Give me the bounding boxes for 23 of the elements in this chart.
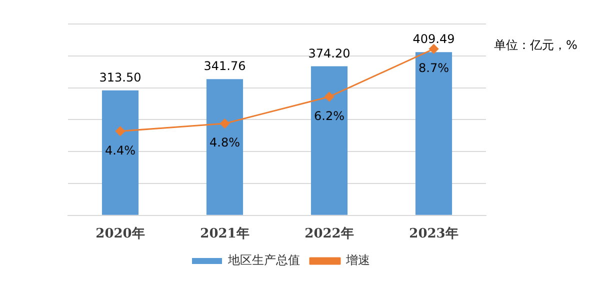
x-tick-label: 2022年 [304,226,354,242]
text: 单位：亿元，% [494,38,578,52]
bar [310,66,348,215]
point [116,126,125,136]
legend-label: 地区生产总值 [227,253,300,268]
data-label: 4.8% [210,136,240,150]
data-label: 6.2% [314,108,344,123]
point [429,44,438,54]
data-label: 4.4% [105,143,136,158]
bar [206,79,244,215]
data-label: 409.49 [412,32,455,46]
data-label: 341.76 [204,59,246,74]
point [220,118,230,128]
x-tick-label: 2020年 [96,226,145,242]
point [324,92,334,102]
x-tick-label: 2023年 [409,226,458,242]
data-label: 313.50 [99,70,142,85]
legend-label: 增速 [345,253,370,268]
data-label: 374.20 [308,46,350,60]
x-tick-label: 2021年 [200,226,250,242]
bar [102,90,139,215]
data-label: 8.7% [418,61,449,76]
bar [415,52,452,215]
